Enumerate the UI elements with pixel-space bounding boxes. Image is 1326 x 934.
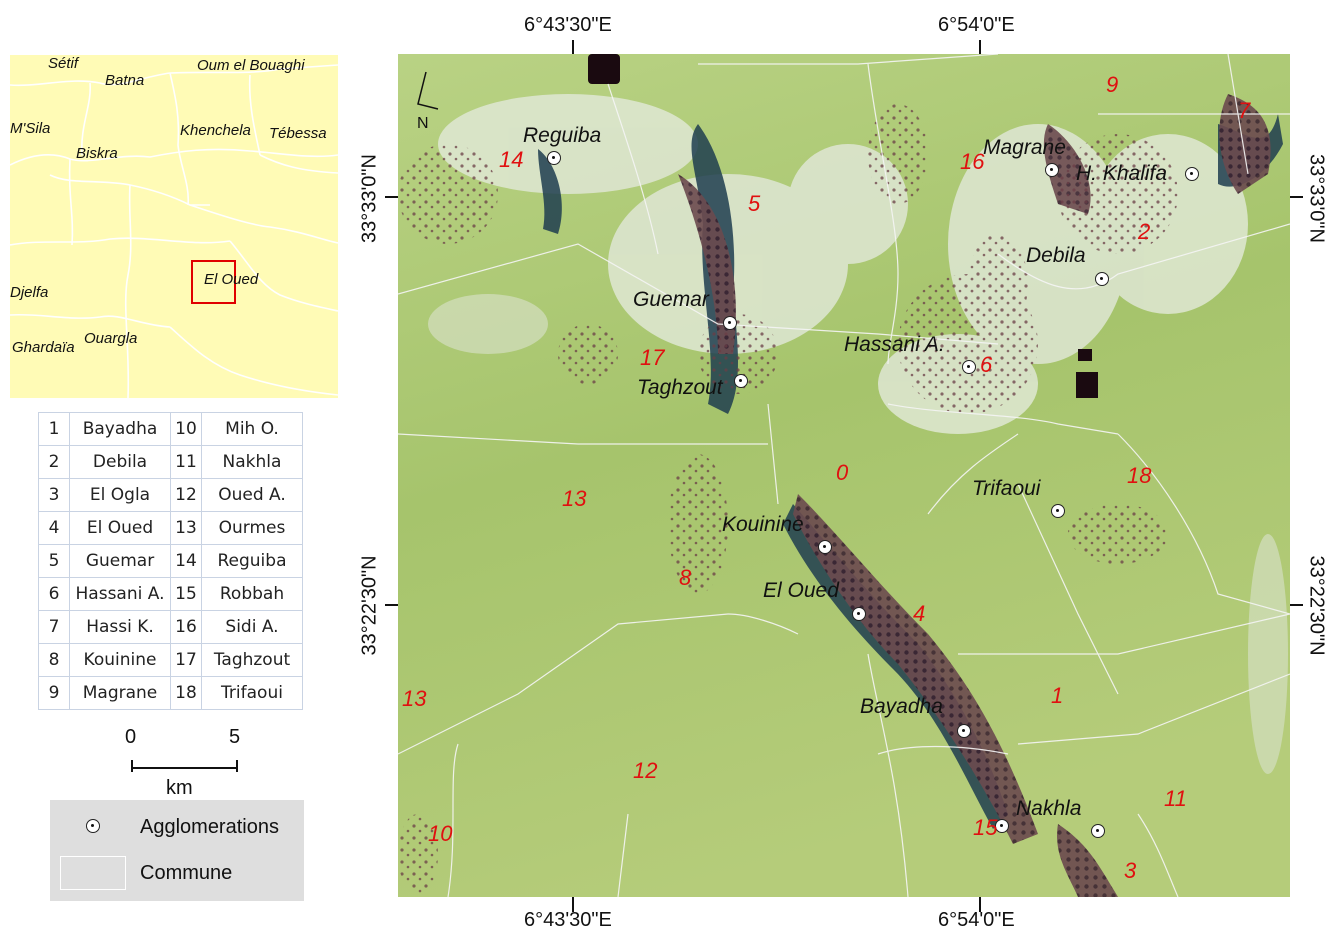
commune-table-row: 6 Hassani A. 15 Robbah <box>38 577 303 611</box>
coord-left-upper: 33°33'0"N <box>358 154 381 243</box>
inset-place-el-oued: El Oued <box>204 271 259 288</box>
coord-right-lower: 33°22'30"N <box>1305 555 1326 656</box>
inset-boundaries <box>10 64 338 398</box>
legend-agglomeration-symbol <box>86 819 100 833</box>
inset-place-oum-el-bouaghi: Oum el Bouaghi <box>197 57 305 74</box>
inset-place-ghardaia: Ghardaïa <box>12 339 75 356</box>
commune-number-cell: 5 <box>38 544 70 578</box>
graticule-ticks <box>385 40 1303 912</box>
legend-commune-label: Commune <box>140 862 233 884</box>
study-area-box <box>191 260 236 304</box>
legend-agglomerations-label: Agglomerations <box>140 816 279 838</box>
commune-name-cell: Robbah <box>201 577 303 611</box>
inset-place-biskra: Biskra <box>76 145 118 162</box>
commune-name-cell: El Oued <box>69 511 171 545</box>
commune-table-row: 8 Kouinine 17 Taghzout <box>38 643 303 677</box>
map-legend: Agglomerations Commune <box>50 800 304 901</box>
commune-table-row: 3 El Ogla 12 Oued A. <box>38 478 303 512</box>
commune-name-cell: El Ogla <box>69 478 171 512</box>
commune-number-cell: 16 <box>170 610 202 644</box>
coord-top-right: 6°54'0"E <box>938 14 1015 36</box>
commune-number-cell: 13 <box>170 511 202 545</box>
scale-bar <box>131 760 238 772</box>
commune-name-cell: Bayadha <box>69 412 171 446</box>
commune-number-cell: 12 <box>170 478 202 512</box>
commune-number-cell: 9 <box>38 676 70 710</box>
commune-table-row: 1 Bayadha 10 Mih O. <box>38 412 303 446</box>
commune-number-cell: 4 <box>38 511 70 545</box>
commune-name-cell: Ourmes <box>201 511 303 545</box>
commune-name-cell: Debila <box>69 445 171 479</box>
scale-unit-label: km <box>166 777 193 799</box>
commune-name-cell: Kouinine <box>69 643 171 677</box>
coord-bottom-left: 6°43'30"E <box>524 909 612 931</box>
commune-number-cell: 2 <box>38 445 70 479</box>
commune-table-row: 9 Magrane 18 Trifaoui <box>38 676 303 710</box>
inset-place-setif: Sétif <box>48 55 79 72</box>
commune-name-cell: Hassani A. <box>69 577 171 611</box>
commune-number-cell: 8 <box>38 643 70 677</box>
commune-name-cell: Nakhla <box>201 445 303 479</box>
commune-name-cell: Sidi A. <box>201 610 303 644</box>
coord-right-upper: 33°33'0"N <box>1305 154 1326 243</box>
commune-number-cell: 17 <box>170 643 202 677</box>
commune-name-cell: Taghzout <box>201 643 303 677</box>
commune-name-cell: Reguiba <box>201 544 303 578</box>
commune-number-cell: 14 <box>170 544 202 578</box>
scale-start-label: 0 <box>125 726 137 748</box>
satellite-map <box>398 54 1290 897</box>
coord-bottom-right: 6°54'0"E <box>938 909 1015 931</box>
inset-place-khenchela: Khenchela <box>180 122 251 139</box>
inset-location-map: Sétif Batna Oum el Bouaghi M'Sila Khench… <box>10 55 338 398</box>
commune-number-cell: 1 <box>38 412 70 446</box>
commune-number-cell: 11 <box>170 445 202 479</box>
commune-name-cell: Hassi K. <box>69 610 171 644</box>
inset-place-djelfa: Djelfa <box>10 284 49 301</box>
commune-number-cell: 18 <box>170 676 202 710</box>
coord-top-left: 6°43'30"E <box>524 14 612 36</box>
coord-left-lower: 33°22'30"N <box>358 555 381 656</box>
scale-end-label: 5 <box>229 726 241 748</box>
commune-name-cell: Magrane <box>69 676 171 710</box>
commune-number-cell: 6 <box>38 577 70 611</box>
inset-place-ouargla: Ouargla <box>84 330 138 347</box>
commune-table: 1 Bayadha 10 Mih O. 2 Debila 11 Nakhla 3 El Ogla 1… <box>38 412 303 710</box>
commune-number-cell: 3 <box>38 478 70 512</box>
commune-number-cell: 10 <box>170 412 202 446</box>
commune-table-row: 2 Debila 11 Nakhla <box>38 445 303 479</box>
commune-number-cell: 15 <box>170 577 202 611</box>
commune-name-cell: Mih O. <box>201 412 303 446</box>
legend-commune-symbol <box>60 856 126 890</box>
commune-table-row: 7 Hassi K. 16 Sidi A. <box>38 610 303 644</box>
north-arrow-label: N <box>417 115 429 132</box>
inset-place-batna: Batna <box>105 72 145 89</box>
commune-name-cell: Guemar <box>69 544 171 578</box>
commune-table-row: 5 Guemar 14 Reguiba <box>38 544 303 578</box>
commune-name-cell: Trifaoui <box>201 676 303 710</box>
inset-place-tebessa: Tébessa <box>269 125 327 142</box>
commune-number-cell: 7 <box>38 610 70 644</box>
commune-table-row: 4 El Oued 13 Ourmes <box>38 511 303 545</box>
inset-place-msila: M'Sila <box>10 120 51 137</box>
commune-name-cell: Oued A. <box>201 478 303 512</box>
